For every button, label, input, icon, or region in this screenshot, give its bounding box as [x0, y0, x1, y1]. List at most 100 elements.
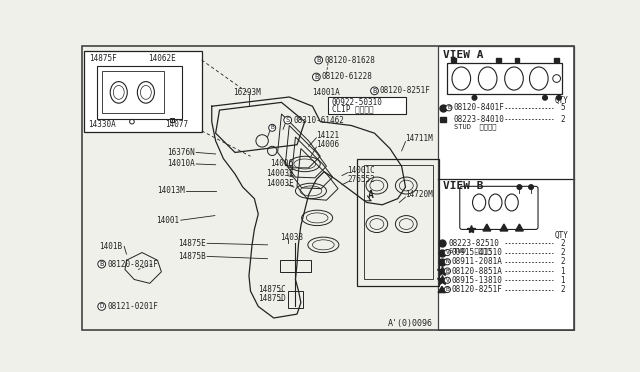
- Text: 5: 5: [561, 103, 565, 112]
- Text: B: B: [447, 105, 451, 110]
- Text: 08121-0201F: 08121-0201F: [107, 302, 158, 311]
- Text: 16376N: 16376N: [167, 148, 195, 157]
- Text: CLIP クリップ: CLIP クリップ: [332, 105, 374, 114]
- Text: 14006: 14006: [270, 160, 293, 169]
- Text: QTY: QTY: [554, 231, 568, 240]
- Circle shape: [98, 302, 106, 310]
- Bar: [358, 158, 439, 286]
- Text: 08120-8251F: 08120-8251F: [452, 285, 503, 294]
- Bar: [170, 118, 174, 122]
- Text: B: B: [100, 261, 104, 267]
- Circle shape: [444, 250, 451, 256]
- Text: 16293M: 16293M: [233, 88, 260, 97]
- Polygon shape: [438, 286, 446, 293]
- Text: 08120-8851A: 08120-8851A: [452, 266, 503, 276]
- Bar: [438, 46, 575, 330]
- Circle shape: [517, 185, 522, 189]
- Bar: [97, 66, 182, 119]
- Text: 14010A: 14010A: [167, 160, 195, 169]
- Text: 14006: 14006: [316, 140, 339, 149]
- Text: 14875F: 14875F: [90, 54, 117, 63]
- Circle shape: [312, 73, 320, 81]
- Circle shape: [529, 185, 533, 189]
- Text: QTY: QTY: [554, 96, 568, 105]
- Text: 00922-50310: 00922-50310: [332, 98, 383, 107]
- Text: S: S: [285, 117, 290, 123]
- Text: 08120-8251F: 08120-8251F: [380, 86, 431, 95]
- Text: 1: 1: [561, 276, 565, 285]
- Text: 14001A: 14001A: [312, 88, 340, 97]
- Text: 14003E: 14003E: [266, 179, 294, 188]
- Text: A'(0)0096: A'(0)0096: [388, 319, 433, 328]
- Text: 08223-84010: 08223-84010: [454, 115, 504, 124]
- Circle shape: [371, 87, 378, 95]
- Text: 14720M: 14720M: [406, 190, 433, 199]
- Circle shape: [98, 260, 106, 268]
- Text: 2: 2: [561, 257, 565, 266]
- Text: 08120-81628: 08120-81628: [324, 55, 375, 64]
- Text: 14001C: 14001C: [348, 166, 375, 174]
- Circle shape: [446, 105, 452, 111]
- Text: 14711M: 14711M: [406, 134, 433, 143]
- Circle shape: [315, 56, 323, 64]
- Circle shape: [269, 124, 276, 131]
- Bar: [328, 97, 406, 114]
- Text: 2: 2: [561, 285, 565, 294]
- Text: 08120-61228: 08120-61228: [322, 73, 372, 81]
- Polygon shape: [483, 224, 491, 231]
- Circle shape: [472, 96, 477, 100]
- Text: 14013M: 14013M: [157, 186, 184, 195]
- Text: B: B: [270, 125, 274, 130]
- Text: D: D: [100, 304, 104, 310]
- Text: 14875B: 14875B: [178, 252, 205, 261]
- Bar: [364, 165, 433, 279]
- Text: 14001: 14001: [156, 216, 179, 225]
- Text: 14062E: 14062E: [148, 54, 176, 63]
- Text: 1: 1: [561, 266, 565, 276]
- Text: N: N: [445, 259, 449, 264]
- Polygon shape: [516, 224, 524, 231]
- Text: 08310-61462: 08310-61462: [293, 116, 344, 125]
- Text: V: V: [445, 278, 449, 283]
- Bar: [496, 58, 501, 62]
- Text: B: B: [445, 287, 449, 292]
- Text: 14003E: 14003E: [266, 170, 294, 179]
- Circle shape: [444, 268, 451, 274]
- Polygon shape: [500, 224, 508, 231]
- Text: 14330A: 14330A: [88, 120, 115, 129]
- Text: 08911-2081A: 08911-2081A: [452, 257, 503, 266]
- Bar: [280, 260, 311, 272]
- Text: 08120-8401F: 08120-8401F: [454, 103, 504, 112]
- Bar: [84, 51, 202, 132]
- Text: 14033: 14033: [280, 232, 303, 242]
- Circle shape: [557, 96, 561, 100]
- Text: 00915-41510: 00915-41510: [452, 248, 503, 257]
- Text: 08120-8201F: 08120-8201F: [107, 260, 158, 269]
- Text: 14077: 14077: [165, 120, 188, 129]
- Text: 1401B: 1401B: [99, 242, 123, 251]
- Text: VIEW A: VIEW A: [443, 51, 483, 60]
- Circle shape: [444, 259, 451, 265]
- Text: 14121: 14121: [316, 131, 339, 140]
- Text: 2: 2: [561, 248, 565, 257]
- Text: B: B: [317, 57, 321, 63]
- Text: STUD  スタッド: STUD スタッド: [449, 247, 492, 254]
- Bar: [554, 58, 559, 62]
- Circle shape: [543, 96, 547, 100]
- Text: 08223-82510: 08223-82510: [449, 239, 500, 248]
- Text: STUD  スタッド: STUD スタッド: [454, 124, 496, 130]
- Text: 2: 2: [561, 115, 565, 124]
- Text: V: V: [445, 250, 449, 255]
- Text: 14875C: 14875C: [259, 285, 286, 294]
- Circle shape: [444, 277, 451, 283]
- Text: 2: 2: [561, 239, 565, 248]
- Bar: [440, 117, 446, 122]
- Circle shape: [444, 286, 451, 293]
- Text: 14875E: 14875E: [178, 239, 205, 248]
- Text: A: A: [368, 190, 374, 200]
- Text: 276552: 276552: [348, 175, 375, 184]
- Text: 14875D: 14875D: [259, 294, 286, 303]
- Bar: [515, 58, 520, 62]
- Circle shape: [284, 116, 292, 124]
- Bar: [447, 63, 562, 94]
